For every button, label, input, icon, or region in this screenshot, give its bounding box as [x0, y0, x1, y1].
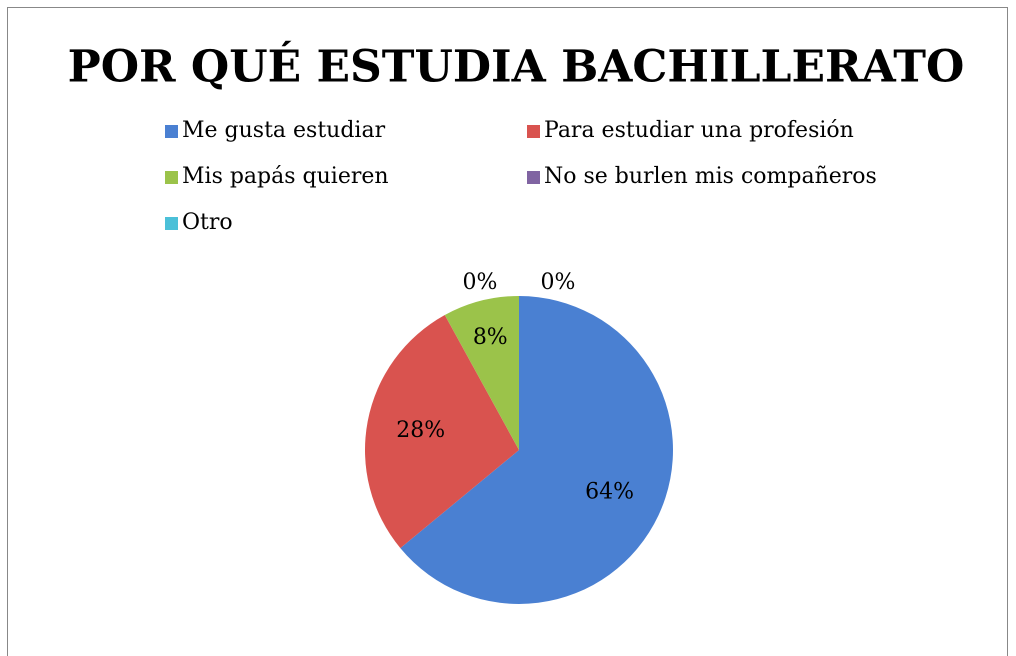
legend-swatch	[527, 171, 540, 184]
legend-swatch	[165, 125, 178, 138]
legend-swatch	[165, 217, 178, 230]
data-label: 0%	[463, 270, 498, 295]
data-label: 64%	[585, 480, 634, 505]
legend-label: No se burlen mis compañeros	[544, 164, 877, 189]
chart-title: POR QUÉ ESTUDIA BACHILLERATO	[68, 40, 965, 93]
legend-label: Para estudiar una profesión	[544, 118, 854, 143]
data-label: 8%	[473, 325, 508, 350]
legend-swatch	[165, 171, 178, 184]
data-label: 28%	[396, 418, 445, 443]
legend-label: Otro	[182, 210, 233, 235]
pie-slice	[365, 315, 519, 549]
legend-swatch	[527, 125, 540, 138]
data-label: 0%	[541, 270, 576, 295]
legend-label: Me gusta estudiar	[182, 118, 386, 143]
legend-label: Mis papás quieren	[182, 164, 389, 189]
pie-slice	[444, 296, 519, 450]
pie-slice	[400, 296, 673, 605]
